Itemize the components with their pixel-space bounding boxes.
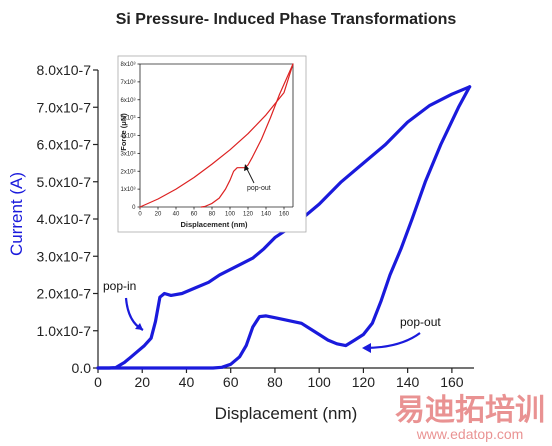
pop-in-arrowhead [135, 323, 143, 330]
main-y-tick-label: 8.0x10-7 [37, 62, 92, 78]
inset-x-tick-labels: 0 20 40 60 80 100 120 140 160 [138, 212, 289, 218]
inset-y-tick-label: 4x10³ [120, 134, 135, 140]
inset-y-tick-labels: 0 1x10³ 2x10³ 3x10³ 4x10³ 5x10³ 6x10³ 7x10³ 8x10… [120, 62, 136, 211]
main-y-tick-labels: 0.0 1.0x10-7 2.0x10-7 3.0x10-7 4.0x10-7 5.0x1… [37, 62, 92, 376]
inset-y-tick-label: 8x10³ [120, 62, 135, 68]
inset-pop-out-label: pop-out [247, 185, 271, 192]
x-axis-label: Displacement (nm) [215, 404, 358, 423]
main-x-tick-label: 120 [352, 374, 376, 390]
main-x-tick-label: 80 [267, 374, 283, 390]
main-y-tick-label: 4.0x10-7 [37, 211, 92, 227]
inset-y-tick-label: 7x10³ [120, 80, 135, 86]
inset-plot: 0 1x10³ 2x10³ 3x10³ 4x10³ 5x10³ 6x10³ 7x10³ 8x10… [117, 55, 307, 233]
inset-series-line-2 [200, 63, 294, 208]
main-y-tick-label: 6.0x10-7 [37, 137, 92, 153]
inset-axes [137, 63, 294, 210]
inset-y-axis-label: Force (μN) [119, 113, 128, 151]
inset-x-tick-label: 100 [225, 212, 236, 218]
main-plot: 0.0 1.0x10-7 2.0x10-7 3.0x10-7 4.0x10-7 5.0x1… [7, 62, 474, 423]
main-series-group [96, 85, 472, 370]
main-x-tick-label: 20 [134, 374, 150, 390]
chart-title: Si Pressure- Induced Phase Transformatio… [116, 11, 457, 28]
inset-pop-out-arrowhead [244, 164, 249, 171]
inset-x-axis-label: Displacement (nm) [180, 220, 248, 229]
inset-x-tick-label: 60 [191, 212, 198, 218]
inset-y-tick-label: 2x10³ [120, 169, 135, 175]
main-y-tick-label: 5.0x10-7 [37, 174, 92, 190]
inset-y-tick-label: 5x10³ [120, 116, 135, 122]
inset-y-tick-label: 0 [132, 205, 136, 211]
inset-series-line-1 [139, 63, 294, 208]
inset-x-tick-label: 140 [261, 212, 272, 218]
inset-x-tick-label: 40 [173, 212, 180, 218]
annotations: pop-in pop-out [103, 279, 441, 353]
main-series-line-1 [96, 85, 472, 370]
main-y-tick-label: 7.0x10-7 [37, 99, 92, 115]
inset-x-tick-label: 0 [138, 212, 142, 218]
inset-x-tick-label: 120 [243, 212, 254, 218]
inset-frame [117, 55, 307, 233]
inset-x-tick-label: 160 [279, 212, 290, 218]
main-y-tick-label: 3.0x10-7 [37, 248, 92, 264]
main-y-tick-label: 1.0x10-7 [37, 323, 92, 339]
inset-series-group [139, 63, 294, 208]
watermark: 易迪拓培训 www.edatop.com [395, 393, 545, 442]
main-x-tick-label: 100 [307, 374, 331, 390]
pop-in-label: pop-in [103, 279, 136, 293]
main-y-tick-label: 0.0 [72, 360, 92, 376]
inset-x-tick-label: 80 [209, 212, 216, 218]
inset-x-tick-label: 20 [155, 212, 162, 218]
main-x-tick-label: 160 [440, 374, 464, 390]
main-x-tick-label: 0 [94, 374, 102, 390]
inset-y-tick-label: 3x10³ [120, 151, 135, 157]
main-x-tick-label: 40 [179, 374, 195, 390]
pop-out-label: pop-out [400, 315, 441, 329]
main-x-tick-labels: 0 20 40 60 80 100 120 140 160 [94, 374, 464, 390]
watermark-url: www.edatop.com [416, 426, 524, 442]
inset-pop-out-arrow [245, 166, 255, 184]
inset-y-tick-label: 1x10³ [120, 187, 135, 193]
y-axis-label: Current (A) [7, 172, 26, 256]
watermark-logo-text: 易迪拓培训 [395, 393, 545, 428]
inset-y-tick-label: 6x10³ [120, 98, 135, 104]
main-x-tick-label: 140 [396, 374, 420, 390]
main-y-tick-label: 2.0x10-7 [37, 286, 92, 302]
main-series-line-2 [96, 85, 472, 370]
main-x-tick-label: 60 [223, 374, 239, 390]
pop-out-arrowhead [362, 343, 371, 353]
